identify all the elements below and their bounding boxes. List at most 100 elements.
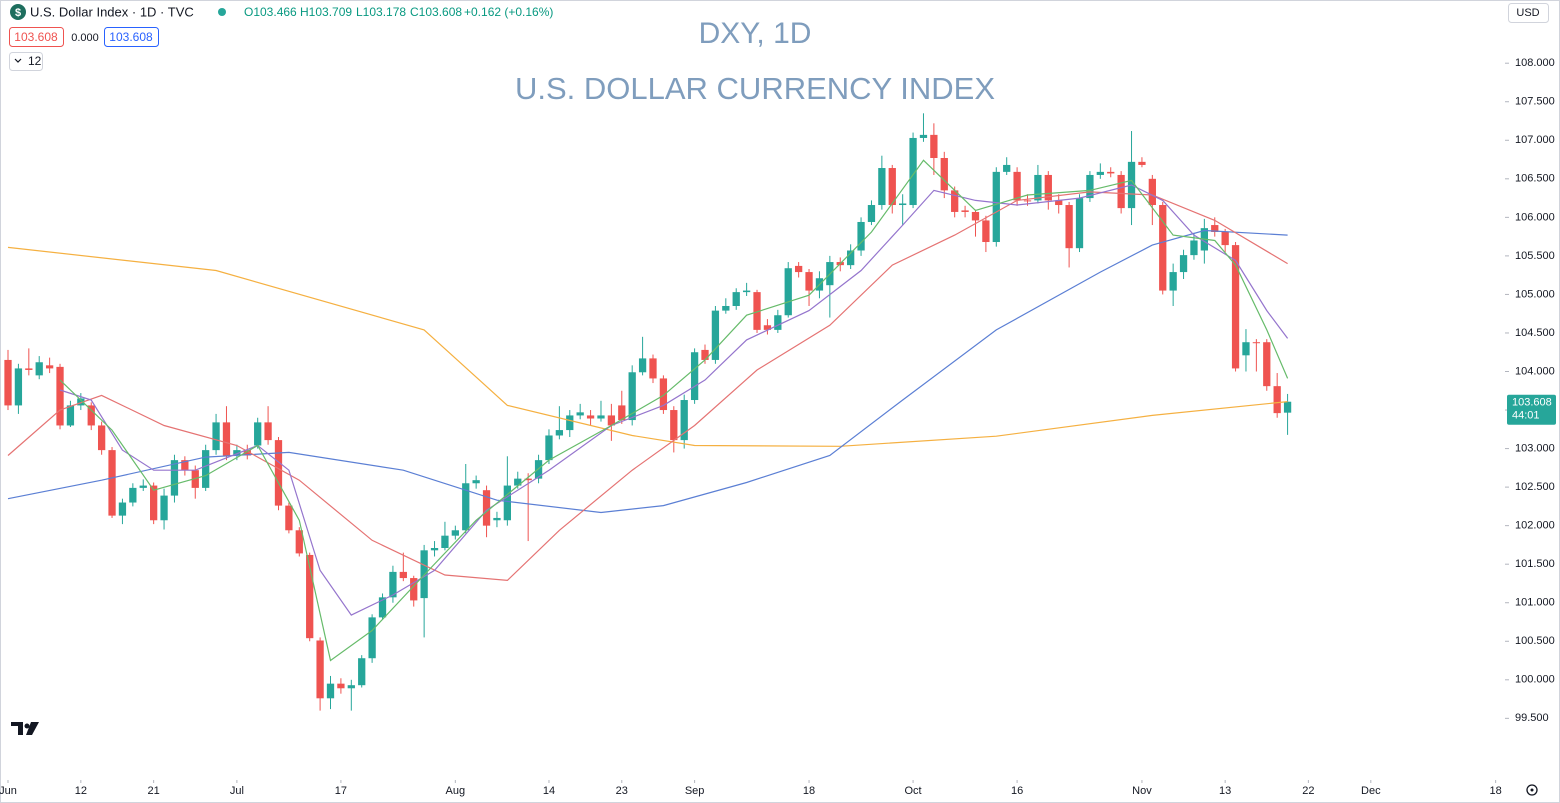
candle-body [1034, 174, 1042, 201]
candle-body [753, 292, 761, 330]
candle-body [701, 349, 709, 360]
x-tick-label: 18 [803, 785, 815, 797]
candle-body [254, 422, 262, 446]
candle-body [316, 640, 324, 699]
candle-body [1055, 200, 1063, 206]
ohlc-open: O103.466 [244, 5, 297, 19]
candle-body [1169, 272, 1177, 291]
candle-body [503, 485, 511, 521]
candle-body [774, 315, 782, 330]
symbol-icon-glyph: $ [15, 7, 21, 19]
candle-body [524, 478, 532, 481]
moving-average-line [59, 159, 1289, 662]
y-tick-label: 106.000 [1515, 211, 1555, 223]
indicator-toggle[interactable] [9, 52, 43, 71]
candle-body [805, 272, 813, 291]
currency-button[interactable] [1508, 3, 1549, 23]
sell-price: 103.608 [14, 30, 58, 44]
candle-body [399, 571, 407, 579]
candle-body [1273, 386, 1281, 414]
x-tick-label: 22 [1302, 785, 1314, 797]
candle-body [607, 415, 616, 426]
candle-body [1231, 245, 1240, 369]
candle-body [867, 205, 876, 222]
candle-body [576, 412, 584, 416]
buy-price: 103.608 [109, 30, 153, 44]
ohlc-high: H103.709 [300, 5, 352, 19]
candle-body [1159, 205, 1167, 291]
moving-average-line [7, 191, 1288, 582]
candle-body [222, 422, 231, 456]
y-tick-label: 103.000 [1515, 442, 1555, 454]
candle-body [992, 171, 1000, 243]
candle-body [919, 134, 928, 138]
candle-body [1138, 161, 1146, 165]
y-tick-label: 106.500 [1515, 173, 1555, 185]
y-tick-label: 104.000 [1515, 365, 1555, 377]
y-tick-label: 108.000 [1515, 57, 1555, 69]
candle-body [659, 378, 668, 411]
sell-button[interactable] [9, 27, 64, 47]
candle-body [878, 168, 886, 206]
candle-body [337, 683, 345, 689]
candle-body [1252, 342, 1261, 344]
candle-body [888, 168, 896, 206]
y-tick-label: 102.500 [1515, 481, 1555, 493]
y-tick-label: 100.500 [1515, 635, 1555, 647]
candle-body [212, 422, 220, 451]
candle-body [1086, 174, 1094, 199]
settings-icon[interactable] [1526, 784, 1538, 796]
candle-body [1096, 171, 1104, 175]
candle-body [566, 415, 574, 431]
ohlc-close: C103.608 [410, 5, 462, 19]
x-tick-label: Oct [905, 785, 922, 797]
candle-body [202, 450, 210, 488]
candle-body [295, 530, 303, 554]
candle-body [368, 617, 376, 659]
y-tick-label: 100.000 [1515, 674, 1555, 686]
y-tick-label: 99.500 [1515, 712, 1549, 724]
settings-icon-dot [1530, 788, 1534, 792]
candle-body [139, 485, 147, 488]
candle-body [1023, 200, 1032, 202]
candle-body [441, 535, 449, 549]
candle-body [909, 137, 917, 206]
candle-body [930, 134, 938, 159]
y-tick-label: 101.000 [1515, 597, 1555, 609]
symbol-name[interactable]: U.S. Dollar Index · 1D · TVC [30, 4, 194, 19]
candle-body [732, 292, 740, 306]
y-tick-label: 107.000 [1515, 134, 1555, 146]
candle-body [742, 290, 751, 293]
candle-body [274, 440, 283, 506]
candle-body [389, 571, 397, 598]
candle-body [118, 502, 127, 516]
candle-body [181, 460, 189, 471]
candle-body [722, 305, 730, 311]
candle-body [1179, 255, 1188, 273]
candle-body [597, 415, 605, 419]
candle-body [586, 415, 595, 419]
candle-body [472, 480, 480, 484]
candle-body [233, 450, 241, 456]
x-tick-label: 21 [148, 785, 160, 797]
x-tick-label: 17 [335, 785, 347, 797]
candle-body [170, 460, 179, 496]
candle-body [306, 554, 314, 639]
moving-average-line [7, 246, 1288, 447]
candle-body [347, 685, 355, 689]
buy-button[interactable] [104, 27, 159, 47]
y-tick-label: 104.500 [1515, 327, 1555, 339]
candle-body [97, 425, 106, 451]
x-tick-label: 13 [1219, 785, 1231, 797]
candle-body [264, 422, 272, 441]
candle-body [14, 368, 23, 406]
market-status [218, 8, 226, 16]
candle-body [1148, 178, 1156, 206]
ohlc-low: L103.178 [356, 5, 406, 19]
candle-body [1190, 240, 1198, 256]
candle-body [1003, 164, 1011, 172]
candle-body [430, 548, 439, 551]
candle-body [66, 405, 75, 426]
